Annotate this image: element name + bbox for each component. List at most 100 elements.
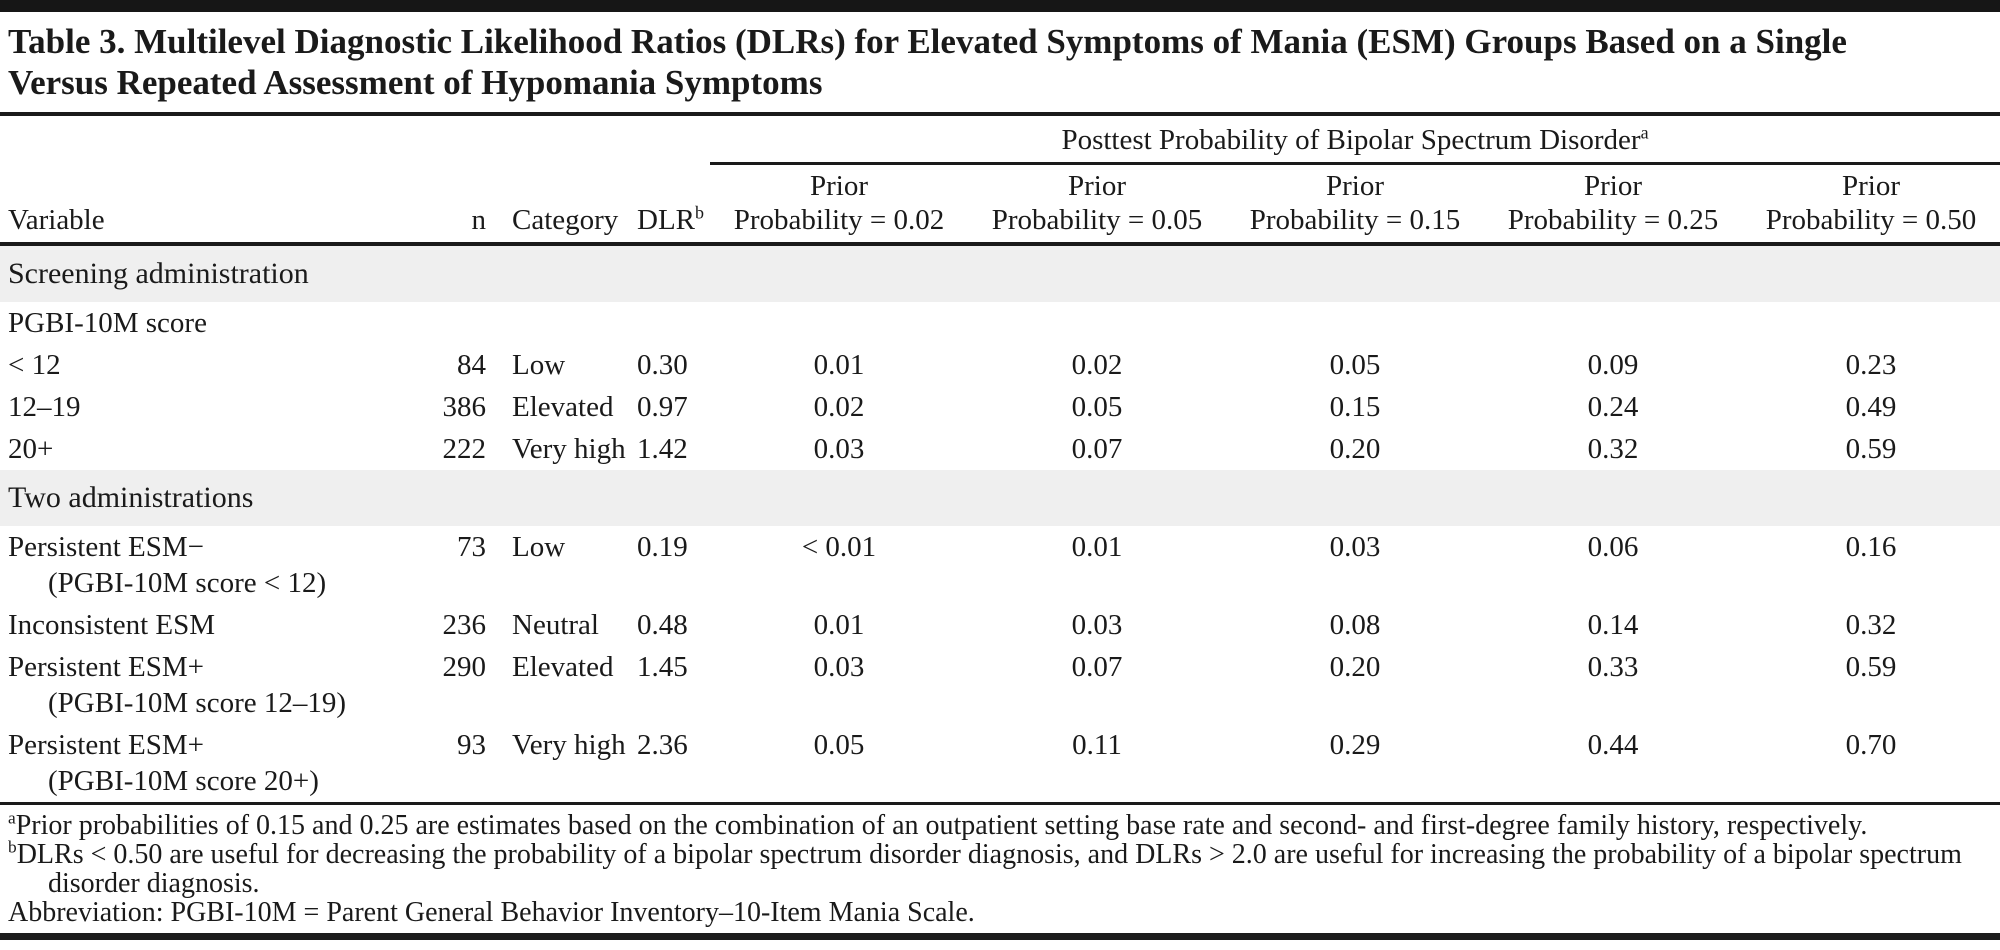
superscript-a: a xyxy=(1640,122,1649,143)
cell-prob: 0.33 xyxy=(1587,651,1639,683)
cell-category: Very high xyxy=(512,433,626,465)
cell-category: Elevated xyxy=(512,391,614,423)
cell-dlr: 0.19 xyxy=(637,531,688,563)
cell-prob: 0.44 xyxy=(1587,729,1639,761)
cell-category: Low xyxy=(512,349,566,381)
title-block: Table 3. Multilevel Diagnostic Likelihoo… xyxy=(0,12,2000,116)
spanner-row: Posttest Probability of Bipolar Spectrum… xyxy=(0,116,2000,165)
footnote-b: bDLRs < 0.50 are useful for decreasing t… xyxy=(8,837,1988,898)
cell-dlr: 0.30 xyxy=(637,349,688,381)
footnotes: aPrior probabilities of 0.15 and 0.25 ar… xyxy=(0,805,2000,929)
cell-prob: 0.32 xyxy=(1845,609,1897,641)
cell-variable: 12–19 xyxy=(8,391,81,423)
col-header-prior-002: Prior Probability = 0.02 xyxy=(710,163,968,246)
cell-dlr xyxy=(635,302,710,344)
cell-n xyxy=(420,302,500,344)
cell-prob: 0.03 xyxy=(1071,609,1123,641)
footnote-abbreviation: Abbreviation: PGBI-10M = Parent General … xyxy=(8,898,1988,927)
cell-n: 93 xyxy=(457,729,486,761)
cell-prob: 0.03 xyxy=(1329,531,1381,563)
variable-line-1: Persistent ESM+ xyxy=(8,729,205,761)
cell-prob xyxy=(710,302,968,344)
cell-prob: 0.01 xyxy=(1071,531,1123,563)
cell-dlr: 1.42 xyxy=(637,433,688,465)
section-header-two-administrations: Two administrations xyxy=(0,470,2000,526)
column-header-row: Variable n Category DLRb Prior Probabilit… xyxy=(0,163,2000,246)
cell-prob xyxy=(1484,302,1742,344)
variable-line-1: Persistent ESM+ xyxy=(8,651,205,683)
col-header-variable: Variable xyxy=(0,163,420,246)
table-row: Persistent ESM+ (PGBI-10M score 20+) 93 … xyxy=(0,724,2000,804)
cell-prob: 0.08 xyxy=(1329,609,1381,641)
cell-prob xyxy=(1742,302,2000,344)
cell-prob: 0.01 xyxy=(813,349,865,381)
cell-prob: 0.02 xyxy=(1071,349,1123,381)
cell-variable: Persistent ESM+ (PGBI-10M score 20+) xyxy=(0,724,420,804)
variable-line-2: (PGBI-10M score < 12) xyxy=(48,567,327,599)
cell-variable: PGBI-10M score xyxy=(8,307,207,339)
abbreviation-text: Abbreviation: PGBI-10M = Parent General … xyxy=(8,897,975,928)
cell-prob xyxy=(968,302,1226,344)
cell-prob: 0.20 xyxy=(1329,651,1381,683)
col-header-n: n xyxy=(420,163,500,246)
table-row: 12–19 386 Elevated 0.97 0.02 0.05 0.15 0… xyxy=(0,386,2000,428)
cell-category: Very high xyxy=(512,729,626,761)
spanner-spacer xyxy=(0,116,710,164)
footnote-a-text: Prior probabilities of 0.15 and 0.25 are… xyxy=(15,810,1868,841)
cell-prob: 0.16 xyxy=(1845,531,1897,563)
cell-n: 222 xyxy=(442,433,487,465)
cell-prob: 0.07 xyxy=(1071,433,1123,465)
cell-n: 236 xyxy=(442,609,487,641)
cell-variable: Persistent ESM− (PGBI-10M score < 12) xyxy=(0,526,420,604)
cell-n: 386 xyxy=(442,391,487,423)
cell-category: Low xyxy=(512,531,566,563)
col-header-category: Category xyxy=(500,163,635,246)
cell-category xyxy=(500,302,635,344)
cell-n: 84 xyxy=(457,349,486,381)
data-table: Posttest Probability of Bipolar Spectrum… xyxy=(0,116,2000,805)
col-header-prior-050: Prior Probability = 0.50 xyxy=(1742,163,2000,246)
cell-prob: 0.05 xyxy=(1071,391,1123,423)
footnote-a: aPrior probabilities of 0.15 and 0.25 ar… xyxy=(8,808,1988,841)
cell-variable: Persistent ESM+ (PGBI-10M score 12–19) xyxy=(0,646,420,724)
cell-prob: 0.23 xyxy=(1845,349,1897,381)
cell-variable: Inconsistent ESM xyxy=(8,609,216,641)
variable-line-2: (PGBI-10M score 20+) xyxy=(48,765,319,797)
cell-category: Elevated xyxy=(512,651,614,683)
footnote-marker-a: a xyxy=(8,808,16,828)
variable-line-2: (PGBI-10M score 12–19) xyxy=(48,687,347,719)
cell-prob: 0.07 xyxy=(1071,651,1123,683)
table-row: 20+ 222 Very high 1.42 0.03 0.07 0.20 0.… xyxy=(0,428,2000,470)
cell-prob: 0.59 xyxy=(1845,433,1897,465)
cell-prob: 0.09 xyxy=(1587,349,1639,381)
cell-n: 290 xyxy=(442,651,487,683)
cell-n: 73 xyxy=(457,531,486,563)
cell-variable: 20+ xyxy=(8,433,54,465)
col-header-prior-005: Prior Probability = 0.05 xyxy=(968,163,1226,246)
spanner-label: Posttest Probability of Bipolar Spectrum… xyxy=(1061,124,1641,156)
cell-prob: 0.03 xyxy=(813,433,865,465)
cell-dlr: 0.97 xyxy=(637,391,688,423)
table-row: < 12 84 Low 0.30 0.01 0.02 0.05 0.09 0.2… xyxy=(0,344,2000,386)
cell-prob: 0.70 xyxy=(1845,729,1897,761)
spanner-header: Posttest Probability of Bipolar Spectrum… xyxy=(710,116,2000,165)
cell-dlr: 1.45 xyxy=(637,651,688,683)
superscript-b: b xyxy=(695,202,704,223)
col-header-prior-025: Prior Probability = 0.25 xyxy=(1484,163,1742,246)
cell-prob: 0.20 xyxy=(1329,433,1381,465)
cell-dlr: 0.48 xyxy=(637,609,688,641)
table-title: Table 3. Multilevel Diagnostic Likelihoo… xyxy=(8,22,1847,102)
cell-prob: 0.15 xyxy=(1329,391,1381,423)
cell-prob: 0.14 xyxy=(1587,609,1639,641)
footnote-marker-b: b xyxy=(8,837,17,857)
cell-category: Neutral xyxy=(512,609,599,641)
cell-prob: 0.03 xyxy=(813,651,865,683)
cell-prob: 0.32 xyxy=(1587,433,1639,465)
section-header-screening: Screening administration xyxy=(0,244,2000,302)
cell-prob: 0.49 xyxy=(1845,391,1897,423)
section-header-row: Two administrations xyxy=(0,470,2000,526)
variable-line-1: Persistent ESM− xyxy=(8,531,205,563)
cell-prob: 0.05 xyxy=(813,729,865,761)
